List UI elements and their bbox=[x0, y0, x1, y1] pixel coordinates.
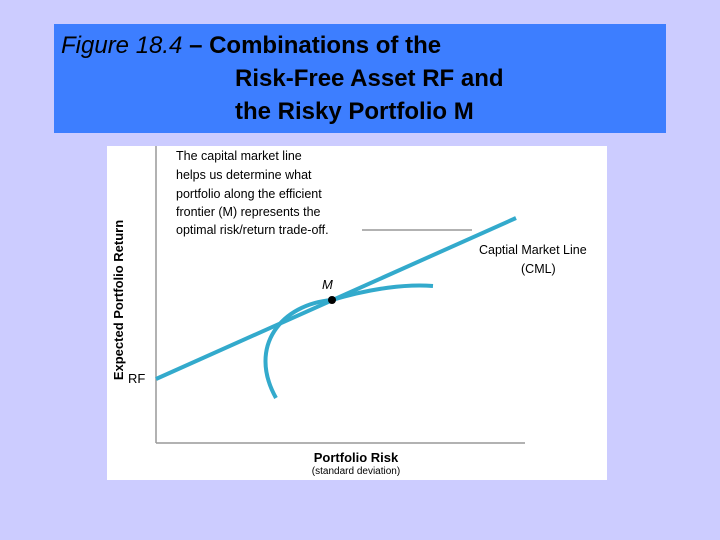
cml-label-line-2: (CML) bbox=[521, 262, 556, 276]
efficient-frontier-curve bbox=[263, 283, 434, 399]
title-line-1-text: – Combinations of the bbox=[182, 32, 442, 59]
cml-label-line-1: Captial Market Line bbox=[479, 243, 587, 257]
title-line-3: the Risky Portfolio M bbox=[235, 98, 474, 125]
annotation-line: frontier (M) represents the bbox=[176, 205, 321, 219]
m-label: M bbox=[322, 277, 333, 292]
title-line-2: Risk-Free Asset RF and bbox=[235, 65, 504, 92]
annotation-text: The capital market line helps us determi… bbox=[176, 149, 329, 237]
diagram-panel: M RF Expected Portfolio Return Portfolio… bbox=[107, 146, 607, 480]
title-line-1: Figure 18.4 – Combinations of the bbox=[61, 32, 441, 60]
annotation-line: helps us determine what bbox=[176, 168, 312, 182]
annotation-line: portfolio along the efficient bbox=[176, 187, 322, 201]
annotation-line: The capital market line bbox=[176, 149, 302, 163]
rf-label: RF bbox=[128, 371, 145, 386]
cml-diagram: M RF Expected Portfolio Return Portfolio… bbox=[111, 146, 587, 477]
x-axis-sublabel: (standard deviation) bbox=[312, 466, 400, 477]
figure-label: Figure 18.4 bbox=[61, 32, 183, 59]
annotation-line: optimal risk/return trade-off. bbox=[176, 223, 329, 237]
y-axis-label: Expected Portfolio Return bbox=[111, 220, 126, 380]
tangency-point-m bbox=[328, 296, 336, 304]
x-axis-label: Portfolio Risk bbox=[314, 450, 399, 465]
title-banner: Figure 18.4 – Combinations of the Risk-F… bbox=[54, 24, 666, 133]
